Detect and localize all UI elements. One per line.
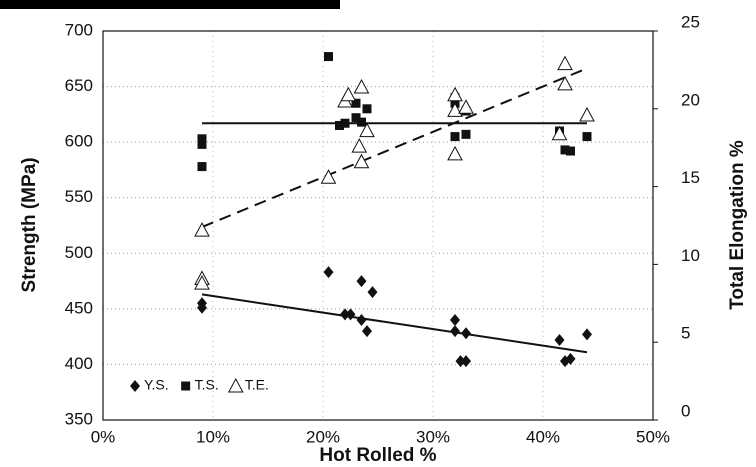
legend-label: T.E.	[245, 377, 269, 393]
square-point	[450, 132, 460, 142]
x-axis-title: Hot Rolled %	[319, 445, 436, 466]
y-tick-label: 700	[65, 20, 93, 39]
triangle-point	[351, 138, 368, 153]
square-point	[560, 145, 570, 155]
legend-marker	[227, 377, 244, 393]
diamond-point	[356, 313, 367, 326]
diamond-point	[197, 301, 207, 314]
diamond-point	[450, 325, 460, 338]
y2-axis-title: Total Elongation %	[727, 140, 748, 310]
x-tick-label: 10%	[196, 427, 230, 446]
triangle-point	[353, 78, 370, 94]
square-point	[351, 98, 361, 108]
legend-marker	[181, 381, 191, 391]
trend-line	[201, 293, 588, 354]
triangle-point	[458, 99, 474, 114]
legend-label: T.S.	[195, 377, 219, 393]
trend-line	[201, 67, 588, 228]
x-tick-label: 50%	[636, 427, 670, 446]
square-point	[197, 162, 207, 172]
diamond-point	[367, 286, 378, 299]
triangle-point	[353, 153, 370, 169]
legend-label: Y.S.	[144, 377, 169, 393]
x-tick-label: 30%	[416, 427, 450, 446]
diamond-point	[450, 313, 460, 326]
y-tick-label: 500	[65, 243, 93, 262]
triangle-point	[340, 86, 357, 102]
plot-frame	[102, 30, 654, 421]
triangle-point	[447, 102, 463, 117]
diamond-point	[461, 327, 471, 340]
diamond-point	[582, 328, 592, 341]
y2-tick-label: 0	[681, 401, 690, 420]
triangle-point	[551, 125, 568, 141]
square-point	[197, 134, 207, 144]
square-point	[324, 52, 333, 62]
square-point	[197, 139, 207, 149]
legend-marker	[130, 380, 140, 392]
y-tick-label: 600	[65, 132, 93, 151]
x-tick-label: 0%	[91, 427, 116, 446]
y-tick-label: 350	[65, 409, 93, 428]
y2-tick-label: 15	[681, 168, 700, 187]
square-point	[351, 113, 361, 123]
top-bar	[0, 0, 340, 9]
triangle-point	[557, 55, 573, 71]
triangle-point	[359, 122, 375, 138]
square-point	[357, 117, 366, 127]
square-point	[566, 146, 575, 156]
y2-tick-label: 5	[681, 324, 690, 343]
square-point	[461, 129, 471, 139]
y2-tick-label: 25	[681, 12, 700, 31]
y-tick-label: 650	[65, 76, 93, 95]
y-tick-label: 400	[65, 354, 93, 373]
triangle-point	[447, 145, 463, 161]
diamond-point	[362, 325, 372, 338]
diamond-point	[345, 308, 356, 321]
diamond-point	[554, 333, 565, 346]
y-tick-label: 550	[65, 187, 93, 206]
y-tick-label: 450	[65, 298, 93, 317]
square-point	[362, 104, 372, 114]
square-point	[340, 118, 350, 128]
triangle-point	[320, 169, 337, 184]
diamond-point	[340, 308, 350, 321]
x-tick-label: 20%	[306, 427, 340, 446]
triangle-point	[579, 106, 595, 122]
diamond-point	[565, 352, 576, 365]
square-point	[582, 132, 592, 142]
triangle-point	[447, 86, 463, 102]
y2-tick-label: 10	[681, 246, 700, 265]
triangle-point	[557, 75, 573, 91]
y2-tick-label: 20	[681, 90, 700, 109]
square-point	[335, 120, 344, 130]
y-axis-title: Strength (MPa)	[19, 157, 40, 292]
triangle-point	[194, 275, 210, 290]
x-tick-label: 40%	[526, 427, 560, 446]
triangle-point	[194, 222, 210, 237]
diamond-point	[455, 355, 466, 368]
diamond-point	[323, 266, 334, 279]
diamond-point	[356, 275, 367, 288]
diamond-point	[461, 355, 471, 368]
